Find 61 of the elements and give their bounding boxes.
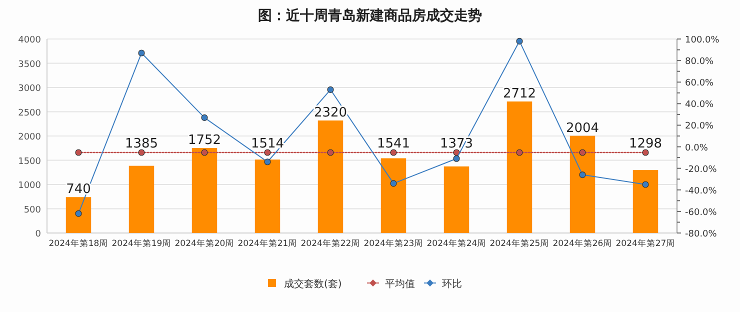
y-tick-label: 4000 [18, 36, 42, 46]
y-tick-label: 3500 [18, 60, 42, 70]
y2-tick-label: 0.0% [685, 143, 708, 154]
legend-label: 成交套数(套) [284, 278, 342, 290]
point [453, 155, 460, 162]
y-tick-label: 3000 [18, 84, 42, 94]
y2-tick-label: 20.0% [685, 122, 714, 132]
point [579, 172, 586, 178]
x-tick-label: 2024年第27周 [616, 238, 676, 249]
bar [128, 166, 154, 233]
y2-tick-label: 80.0% [685, 57, 714, 68]
point [264, 158, 271, 166]
x-tick-label: 2024年第26周 [552, 238, 612, 249]
bar [632, 170, 658, 233]
data-label: 1298 [628, 136, 662, 152]
chart-title: 图：近十周青岛新建商品房成交走势 [258, 7, 482, 24]
bar [318, 120, 344, 233]
bar [506, 101, 532, 233]
y2-tick-label: -20.0% [685, 164, 718, 175]
bar [570, 136, 596, 233]
x-tick-label: 2024年第24周 [426, 238, 486, 249]
x-tick-label: 2024年第20周 [174, 238, 234, 249]
y2-tick-label: 40.0% [685, 100, 714, 110]
point [75, 210, 82, 217]
y-tick-label: 500 [24, 205, 42, 216]
point [201, 114, 208, 121]
point [327, 86, 334, 93]
point [390, 180, 397, 187]
y2-tick-label: -40.0% [685, 186, 718, 196]
legend-label: 平均值 [385, 278, 415, 290]
y-tick-label: 2000 [18, 132, 42, 142]
y-tick-label: 1000 [18, 181, 42, 191]
point [642, 181, 649, 188]
y2-tick-label: 100.0% [685, 36, 720, 46]
bar [444, 166, 470, 233]
data-label: 1514 [250, 136, 284, 152]
data-label: 2320 [314, 105, 348, 120]
y-tick-label: 1500 [18, 156, 42, 167]
data-label: 2004 [566, 120, 600, 136]
x-tick-label: 2024年第21周 [238, 238, 298, 249]
point [516, 38, 523, 44]
y-tick-label: 2500 [18, 108, 42, 118]
legend-label: 环比 [442, 278, 462, 290]
x-tick-label: 2024年第19周 [112, 238, 172, 249]
bar [66, 197, 92, 233]
y-tick-label: 0 [35, 230, 42, 240]
x-tick-label: 2024年第22周 [300, 238, 360, 249]
point [138, 50, 145, 56]
y2-tick-label: -60.0% [685, 208, 718, 218]
data-label: 2712 [502, 86, 536, 102]
bar [192, 148, 218, 233]
x-tick-label: 2024年第18周 [48, 238, 108, 249]
bar [380, 158, 406, 233]
data-label: 1752 [188, 133, 222, 148]
x-tick-label: 2024年第25周 [490, 238, 550, 249]
y2-tick-label: -80.0% [685, 230, 718, 240]
bar [254, 160, 280, 233]
y2-tick-label: 60.0% [685, 78, 714, 89]
data-label: 1541 [376, 136, 410, 152]
data-label: 1385 [124, 136, 158, 152]
x-tick-label: 2024年第23周 [364, 238, 424, 249]
